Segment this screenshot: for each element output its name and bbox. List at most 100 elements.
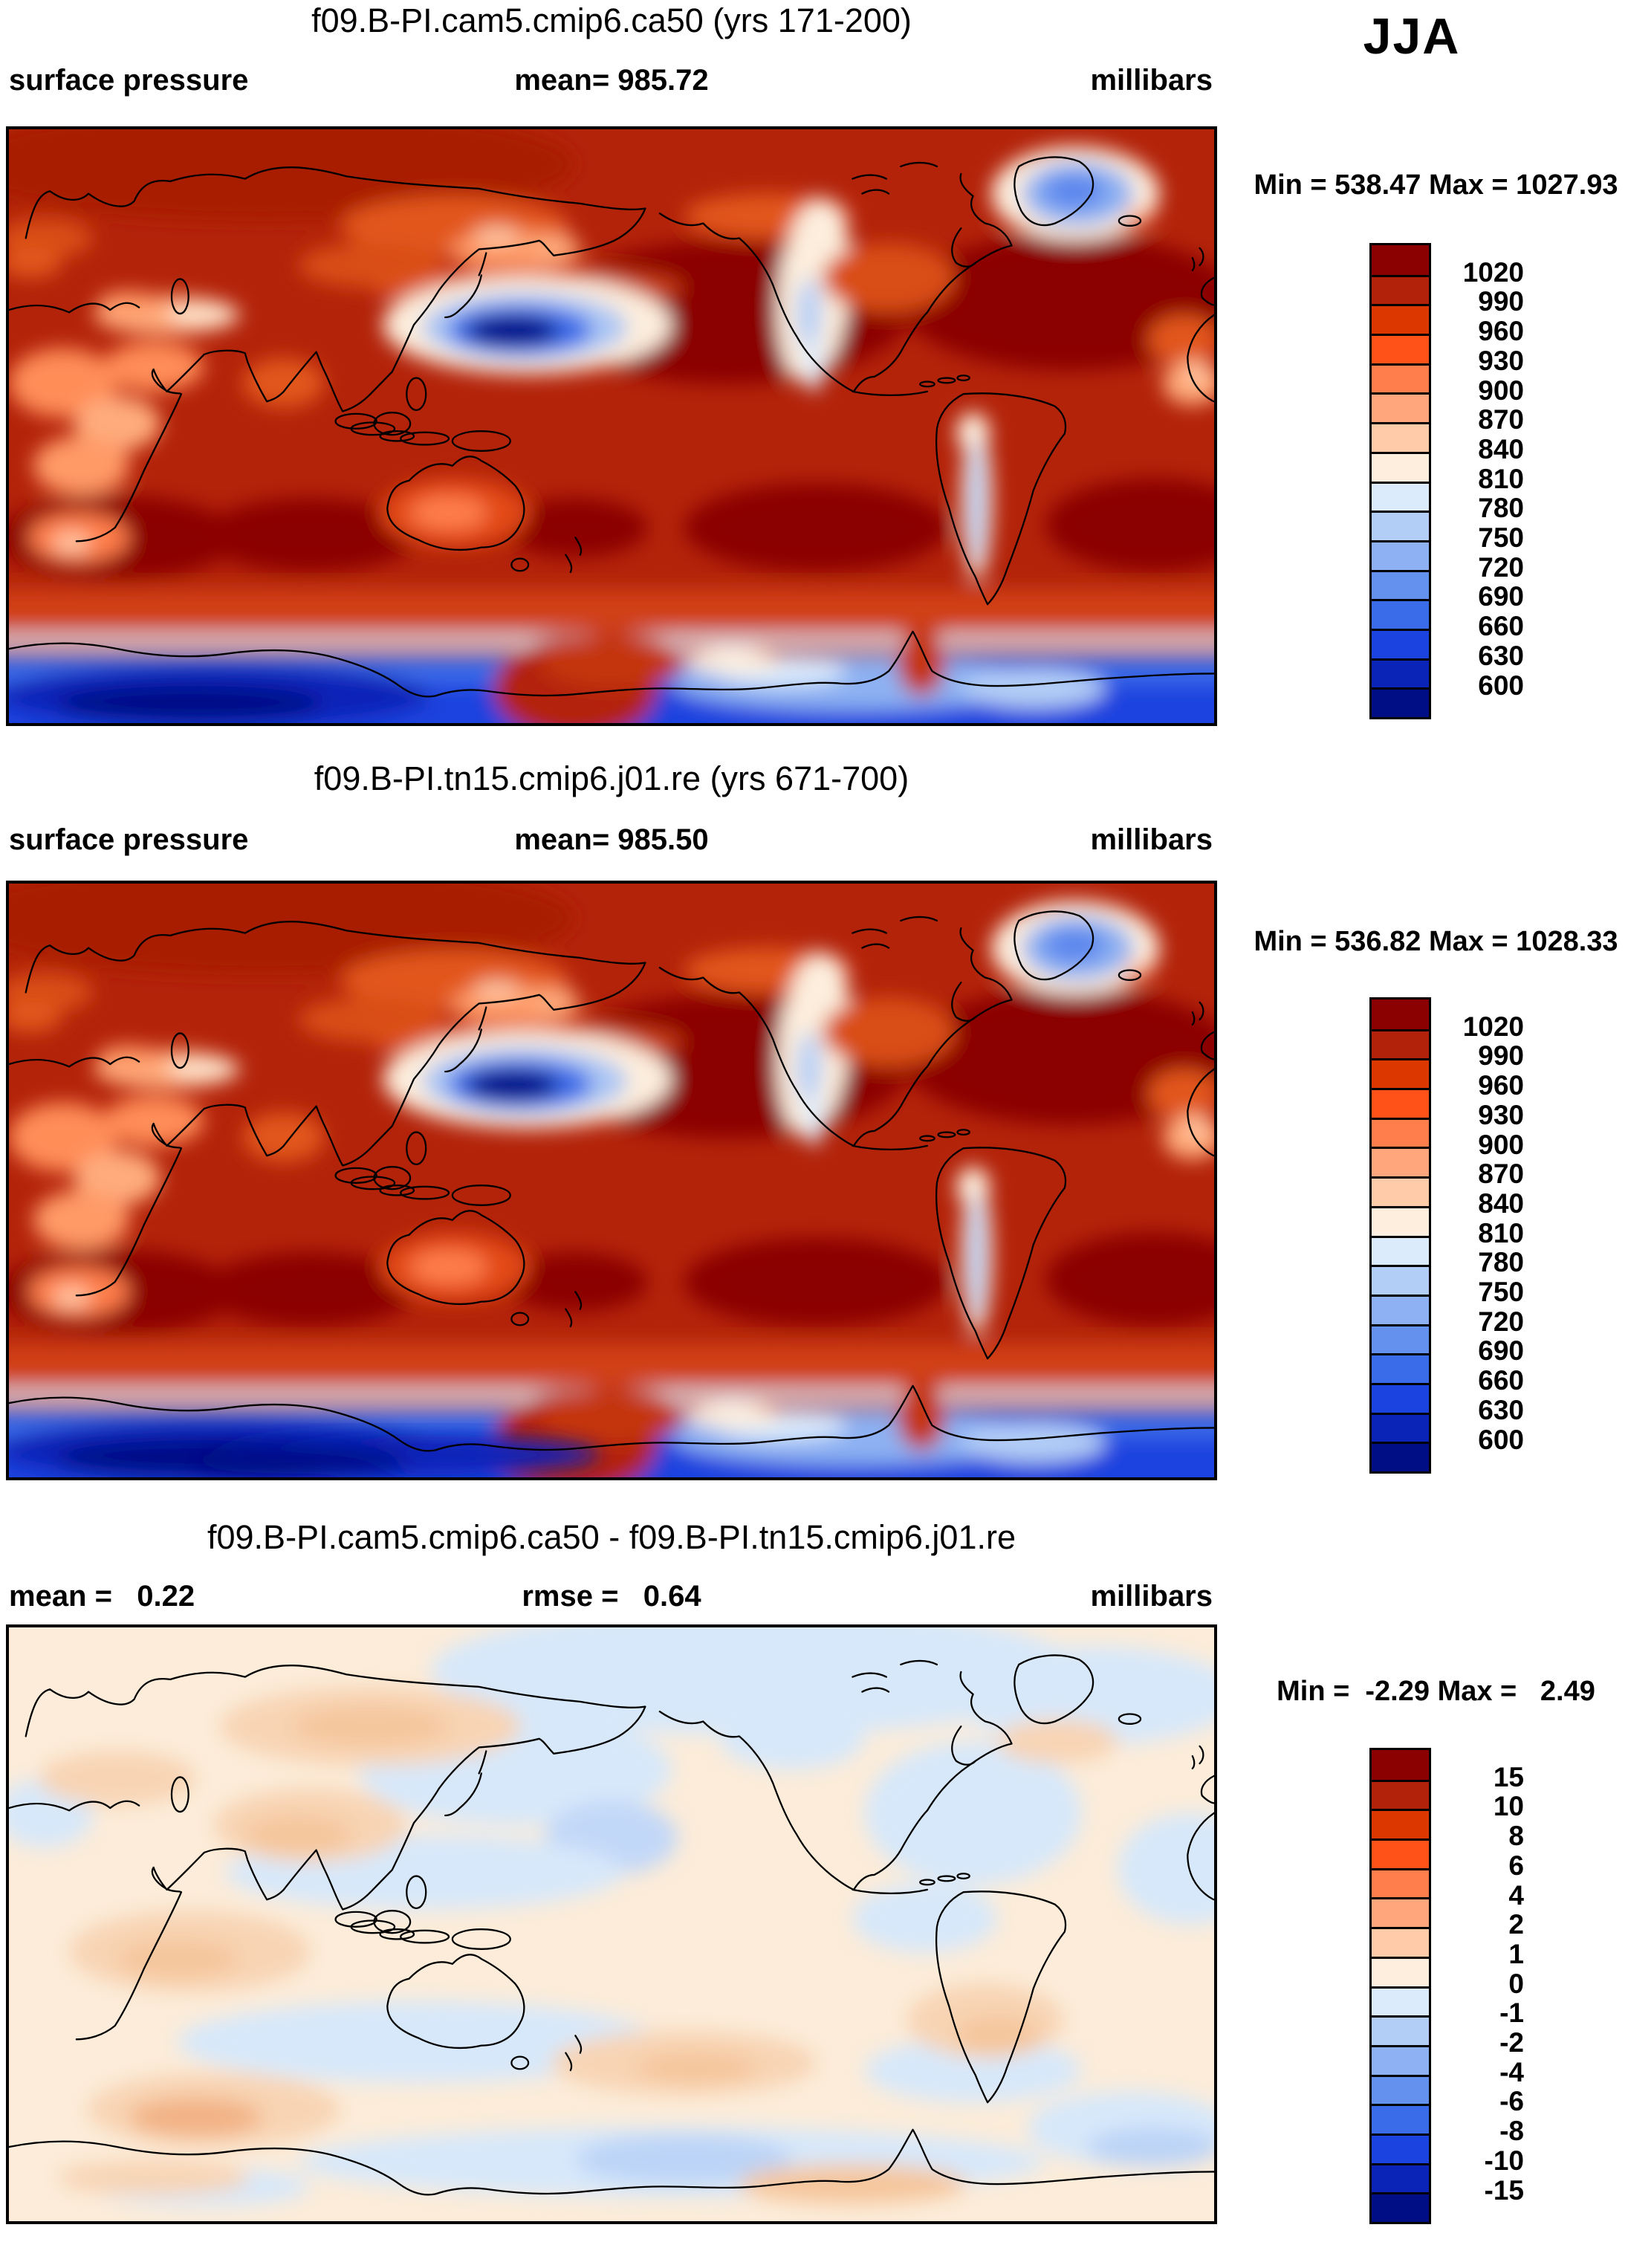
colorbar-tick-label: 6: [1508, 1850, 1524, 1881]
colorbar-cell: [1372, 999, 1429, 1029]
colorbar-tick-label: -6: [1499, 2086, 1524, 2117]
panel3-minmax-label: Min = -2.29 Max = 2.49: [1277, 1676, 1595, 1707]
colorbar-tick-label: 750: [1478, 1277, 1524, 1307]
colorbar-cell: [1372, 1809, 1429, 1839]
colorbar-cell: [1372, 2162, 1429, 2193]
colorbar-cell: [1372, 687, 1429, 717]
colorbar-tick-label: 15: [1493, 1761, 1524, 1792]
colorbar-cell: [1372, 2015, 1429, 2045]
colorbar-cell: [1372, 392, 1429, 423]
pressure-difference-map-svg: [9, 1627, 1214, 2221]
colorbar-tick-label: 1020: [1462, 1011, 1524, 1042]
pressure-map-case-svg: [9, 129, 1214, 723]
colorbar-tick-label: 720: [1478, 551, 1524, 583]
colorbar-cell: [1372, 1176, 1429, 1206]
colorbar-cell: [1372, 1028, 1429, 1059]
panel1-colorbar-labels: 1020 990 960 930 900 870 840 810 780 750 720 690 660…: [1435, 243, 1524, 763]
colorbar-tick-label: 960: [1478, 1070, 1524, 1101]
panel1-units-label: millibars: [1090, 64, 1213, 97]
colorbar-cell: [1372, 1867, 1429, 1898]
colorbar-tick-label: 810: [1478, 463, 1524, 494]
colorbar-cell: [1372, 569, 1429, 600]
colorbar-cell: [1372, 334, 1429, 363]
colorbar-cell: [1372, 1205, 1429, 1236]
panel2-minmax-label: Min = 536.82 Max = 1028.33: [1254, 926, 1618, 957]
pressure-map-reference: [6, 881, 1217, 1480]
colorbar-cell: [1372, 2104, 1429, 2133]
panel3-stat-row: mean = 0.22 rmse = 0.64 millibars: [6, 1580, 1217, 1616]
colorbar-tick-label: 2: [1508, 1909, 1524, 1940]
colorbar-cell: [1372, 245, 1429, 275]
colorbar-tick-label: 1: [1508, 1938, 1524, 1969]
colorbar-cell: [1372, 1986, 1429, 2016]
panel3-title: f09.B-PI.cam5.cmip6.ca50 - f09.B-PI.tn15…: [207, 1518, 1016, 1556]
colorbar-cell: [1372, 1442, 1429, 1471]
colorbar-cell: [1372, 451, 1429, 482]
colorbar-tick-label: 690: [1478, 581, 1524, 612]
colorbar-cell: [1372, 1353, 1429, 1383]
colorbar-tick-label: 960: [1478, 316, 1524, 347]
pressure-difference-map: [6, 1624, 1217, 2224]
panel2-colorbar-labels: 1020 990 960 930 900 870 840 810 780 750 720 690 660…: [1435, 997, 1524, 1517]
colorbar-cell: [1372, 1117, 1429, 1147]
colorbar-cell: [1372, 422, 1429, 452]
colorbar-cell: [1372, 540, 1429, 570]
pressure-map-case: [6, 126, 1217, 726]
season-label: JJA: [1363, 8, 1461, 65]
colorbar-cell: [1372, 658, 1429, 688]
panel1-colorbar-cells: [1369, 243, 1431, 719]
colorbar-tick-label: 990: [1478, 1040, 1524, 1072]
panel3-rmse-label: rmse = 0.64: [522, 1580, 701, 1613]
colorbar-tick-label: 720: [1478, 1306, 1524, 1337]
colorbar-tick-label: 900: [1478, 375, 1524, 406]
colorbar-tick-label: 600: [1478, 670, 1524, 701]
colorbar-cell: [1372, 1058, 1429, 1089]
colorbar-cell: [1372, 1897, 1429, 1928]
colorbar-tick-label: 990: [1478, 286, 1524, 317]
panel1-minmax-label: Min = 538.47 Max = 1027.93: [1254, 169, 1618, 201]
colorbar-tick-label: 630: [1478, 640, 1524, 671]
colorbar-tick-label: 930: [1478, 1099, 1524, 1130]
colorbar-cell: [1372, 363, 1429, 393]
panel2-units-label: millibars: [1090, 823, 1213, 856]
colorbar-tick-label: 600: [1478, 1424, 1524, 1455]
colorbar-tick-label: 660: [1478, 1365, 1524, 1396]
colorbar-tick-label: -15: [1484, 2174, 1524, 2206]
colorbar-tick-label: -1: [1499, 1998, 1524, 2029]
colorbar-tick-label: 900: [1478, 1129, 1524, 1160]
colorbar-tick-label: 870: [1478, 404, 1524, 435]
colorbar-tick-label: 780: [1478, 493, 1524, 524]
colorbar-cell: [1372, 2192, 1429, 2222]
colorbar-tick-label: 4: [1508, 1879, 1524, 1911]
colorbar-cell: [1372, 2044, 1429, 2075]
colorbar-tick-label: 8: [1508, 1821, 1524, 1852]
panel1-mean-label: mean= 985.72: [514, 64, 709, 97]
colorbar-cell: [1372, 2133, 1429, 2163]
colorbar-cell: [1372, 1956, 1429, 1986]
panel2-field-label: surface pressure: [9, 823, 249, 856]
colorbar-tick-label: 780: [1478, 1247, 1524, 1278]
colorbar-cell: [1372, 304, 1429, 334]
colorbar-cell: [1372, 1838, 1429, 1868]
colorbar-cell: [1372, 1088, 1429, 1118]
colorbar-cell: [1372, 628, 1429, 658]
colorbar-tick-label: -4: [1499, 2056, 1524, 2087]
panel2-title: f09.B-PI.tn15.cmip6.j01.re (yrs 671-700): [314, 759, 909, 797]
colorbar-tick-label: 630: [1478, 1394, 1524, 1425]
colorbar-tick-label: 10: [1493, 1791, 1524, 1822]
colorbar-cell: [1372, 511, 1429, 540]
colorbar-cell: [1372, 1412, 1429, 1442]
panel3-colorbar-cells: [1369, 1748, 1431, 2224]
colorbar-cell: [1372, 1147, 1429, 1177]
colorbar-tick-label: -2: [1499, 2027, 1524, 2058]
colorbar-cell: [1372, 1294, 1429, 1324]
colorbar-tick-label: 750: [1478, 522, 1524, 553]
colorbar-cell: [1372, 1235, 1429, 1266]
colorbar-cell: [1372, 1323, 1429, 1354]
panel1-field-label: surface pressure: [9, 64, 249, 97]
colorbar-tick-label: 1020: [1462, 256, 1524, 288]
colorbar-cell: [1372, 1927, 1429, 1957]
colorbar-tick-label: 660: [1478, 611, 1524, 642]
colorbar-tick-label: 810: [1478, 1217, 1524, 1248]
panel3-colorbar-labels: 15 10 8 6 4 2 1 0 -1 -2 -4 -6 -8 -10 -15: [1435, 1748, 1524, 2268]
